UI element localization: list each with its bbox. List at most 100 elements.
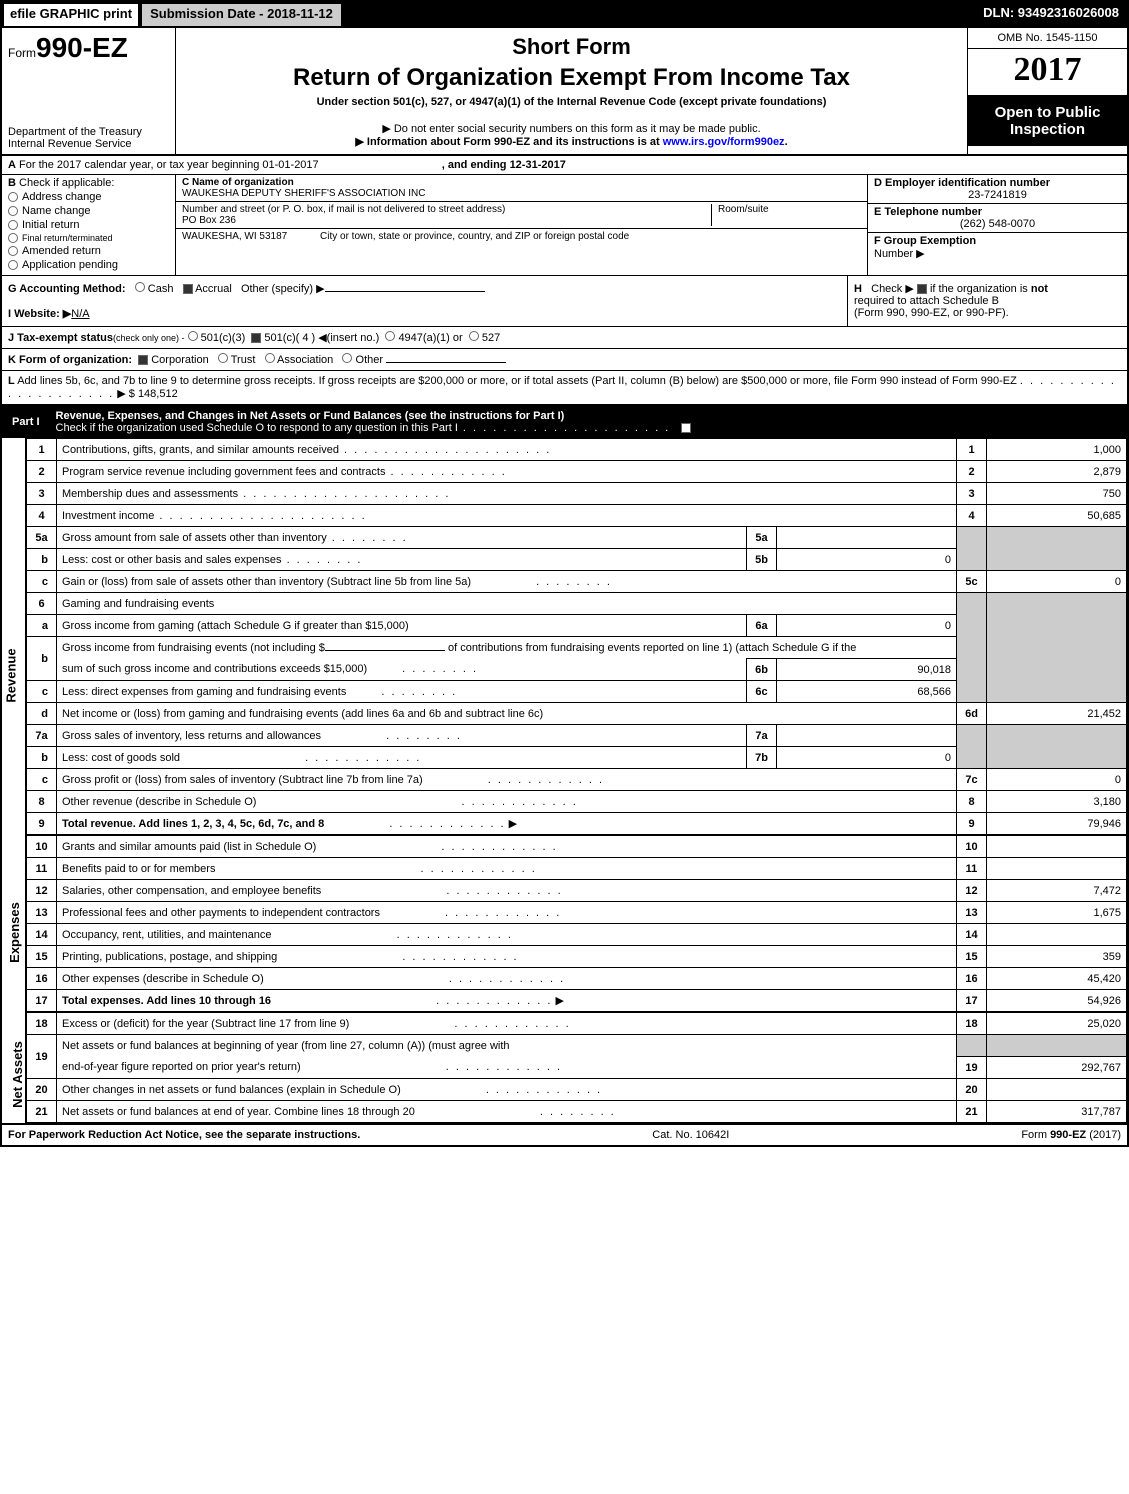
check-if-applicable: Check if applicable:: [19, 177, 114, 189]
h-text3: required to attach Schedule B: [854, 295, 999, 307]
line-6: 6Gaming and fundraising events: [27, 593, 1127, 615]
line-16: 16Other expenses (describe in Schedule O…: [27, 968, 1127, 990]
open-line2: Inspection: [972, 121, 1123, 138]
label-a: A: [8, 159, 16, 171]
chk-h[interactable]: [917, 284, 927, 294]
line-20: 20Other changes in net assets or fund ba…: [27, 1079, 1127, 1101]
radio-other-org[interactable]: [342, 353, 352, 363]
opt-corporation: Corporation: [151, 354, 208, 366]
sidebar-netassets: Net Assets: [10, 1041, 25, 1108]
section-bc: B Check if applicable: Address change Na…: [2, 175, 1127, 276]
dept-irs: Internal Revenue Service: [8, 138, 169, 150]
opt-cash: Cash: [148, 283, 174, 295]
line-3: 3Membership dues and assessments3750: [27, 483, 1127, 505]
label-j: J Tax-exempt status: [8, 332, 113, 344]
line-11: 11Benefits paid to or for members11: [27, 858, 1127, 880]
opt-trust: Trust: [231, 354, 256, 366]
chk-amended-return[interactable]: Amended return: [8, 245, 169, 257]
h-text4: (Form 990, 990-EZ, or 990-PF).: [854, 307, 1009, 319]
part1-header: Part I Revenue, Expenses, and Changes in…: [2, 406, 1127, 438]
line-7a: 7aGross sales of inventory, less returns…: [27, 725, 1127, 747]
chk-accrual[interactable]: [183, 284, 193, 294]
line-5a: 5aGross amount from sale of assets other…: [27, 527, 1127, 549]
opt-4947: 4947(a)(1) or: [398, 332, 462, 344]
line-12: 12Salaries, other compensation, and empl…: [27, 880, 1127, 902]
label-k: K Form of organization:: [8, 354, 132, 366]
radio-trust[interactable]: [218, 353, 228, 363]
section-ghi: G Accounting Method: Cash Accrual Other …: [2, 276, 1127, 327]
ein-value: 23-7241819: [874, 189, 1121, 201]
form-number: Form990-EZ: [8, 32, 169, 64]
do-not-enter: ▶ Do not enter social security numbers o…: [182, 122, 961, 135]
row-h: H Check ▶ if the organization is not req…: [847, 276, 1127, 326]
sidebar-revenue: Revenue: [4, 648, 19, 702]
column-def: D Employer identification number 23-7241…: [867, 175, 1127, 275]
org-name: WAUKESHA DEPUTY SHERIFF'S ASSOCIATION IN…: [182, 188, 861, 199]
column-b: B Check if applicable: Address change Na…: [2, 175, 176, 275]
chk-schedule-o[interactable]: [681, 423, 691, 433]
part1-check: Check if the organization used Schedule …: [56, 422, 458, 434]
label-g: G Accounting Method:: [8, 283, 126, 295]
netassets-table: 18Excess or (deficit) for the year (Subt…: [26, 1012, 1127, 1123]
submission-date: Submission Date - 2018-11-12: [140, 2, 343, 28]
name-label: C Name of organization: [182, 177, 861, 188]
sidebar-expenses: Expenses: [7, 902, 22, 963]
line-14: 14Occupancy, rent, utilities, and mainte…: [27, 924, 1127, 946]
line-8: 8Other revenue (describe in Schedule O)8…: [27, 791, 1127, 813]
line-6d: dNet income or (loss) from gaming and fu…: [27, 703, 1127, 725]
department: Department of the Treasury Internal Reve…: [8, 126, 169, 150]
footer-left: For Paperwork Reduction Act Notice, see …: [8, 1129, 360, 1141]
line-17: 17Total expenses. Add lines 10 through 1…: [27, 990, 1127, 1012]
row-a: A For the 2017 calendar year, or tax yea…: [2, 156, 1127, 175]
column-c: C Name of organization WAUKESHA DEPUTY S…: [176, 175, 867, 275]
h-text2: if the organization is: [930, 283, 1031, 295]
line-2: 2Program service revenue including gover…: [27, 461, 1127, 483]
room-label: Room/suite: [711, 204, 861, 226]
label-e: E Telephone number: [874, 206, 1121, 218]
row-g: G Accounting Method: Cash Accrual Other …: [8, 282, 841, 295]
row-j: J Tax-exempt status(check only one) - 50…: [2, 327, 1127, 349]
info-text: ▶ Information about Form 990-EZ and its …: [355, 136, 662, 148]
opt-527: 527: [482, 332, 500, 344]
top-bar: efile GRAPHIC print Submission Date - 20…: [2, 2, 1127, 28]
radio-4947[interactable]: [385, 331, 395, 341]
chk-501c4[interactable]: [251, 333, 261, 343]
label-f2: Number ▶: [874, 247, 1121, 260]
tax-year: 2017: [968, 49, 1127, 96]
label-b: B: [8, 177, 16, 189]
part1-label: Part I: [2, 412, 50, 432]
city-label: City or town, state or province, country…: [320, 231, 629, 242]
info-about: ▶ Information about Form 990-EZ and its …: [182, 135, 961, 148]
j-sub: (check only one) -: [113, 333, 185, 343]
line-15: 15Printing, publications, postage, and s…: [27, 946, 1127, 968]
form-header: Form990-EZ Department of the Treasury In…: [2, 28, 1127, 156]
footer-right: Form 990-EZ (2017): [1021, 1129, 1121, 1141]
form-prefix: Form: [8, 46, 36, 60]
chk-corporation[interactable]: [138, 355, 148, 365]
chk-final-return[interactable]: Final return/terminated: [8, 233, 169, 243]
chk-initial-return[interactable]: Initial return: [8, 219, 169, 231]
chk-address-change[interactable]: Address change: [8, 191, 169, 203]
line-18: 18Excess or (deficit) for the year (Subt…: [27, 1013, 1127, 1035]
website-value: N/A: [71, 308, 89, 320]
page-footer: For Paperwork Reduction Act Notice, see …: [2, 1125, 1127, 1145]
expenses-section: Expenses 10Grants and similar amounts pa…: [2, 835, 1127, 1012]
label-d: D Employer identification number: [874, 177, 1121, 189]
radio-527[interactable]: [469, 331, 479, 341]
form-990ez: 990-EZ: [36, 32, 128, 63]
radio-association[interactable]: [265, 353, 275, 363]
radio-cash[interactable]: [135, 282, 145, 292]
info-link[interactable]: www.irs.gov/form990ez: [663, 136, 785, 148]
expenses-table: 10Grants and similar amounts paid (list …: [26, 835, 1127, 1012]
phone-value: (262) 548-0070: [874, 218, 1121, 230]
revenue-table: 1Contributions, gifts, grants, and simil…: [26, 438, 1127, 835]
radio-501c3[interactable]: [188, 331, 198, 341]
line-19-1: 19Net assets or fund balances at beginni…: [27, 1035, 1127, 1057]
under-section: Under section 501(c), 527, or 4947(a)(1)…: [182, 96, 961, 108]
chk-application-pending[interactable]: Application pending: [8, 259, 169, 271]
chk-name-change[interactable]: Name change: [8, 205, 169, 217]
open-line1: Open to Public: [972, 104, 1123, 121]
h-check: Check ▶: [871, 283, 914, 295]
open-to-public: Open to Public Inspection: [968, 96, 1127, 146]
footer-cat: Cat. No. 10642I: [652, 1129, 729, 1141]
